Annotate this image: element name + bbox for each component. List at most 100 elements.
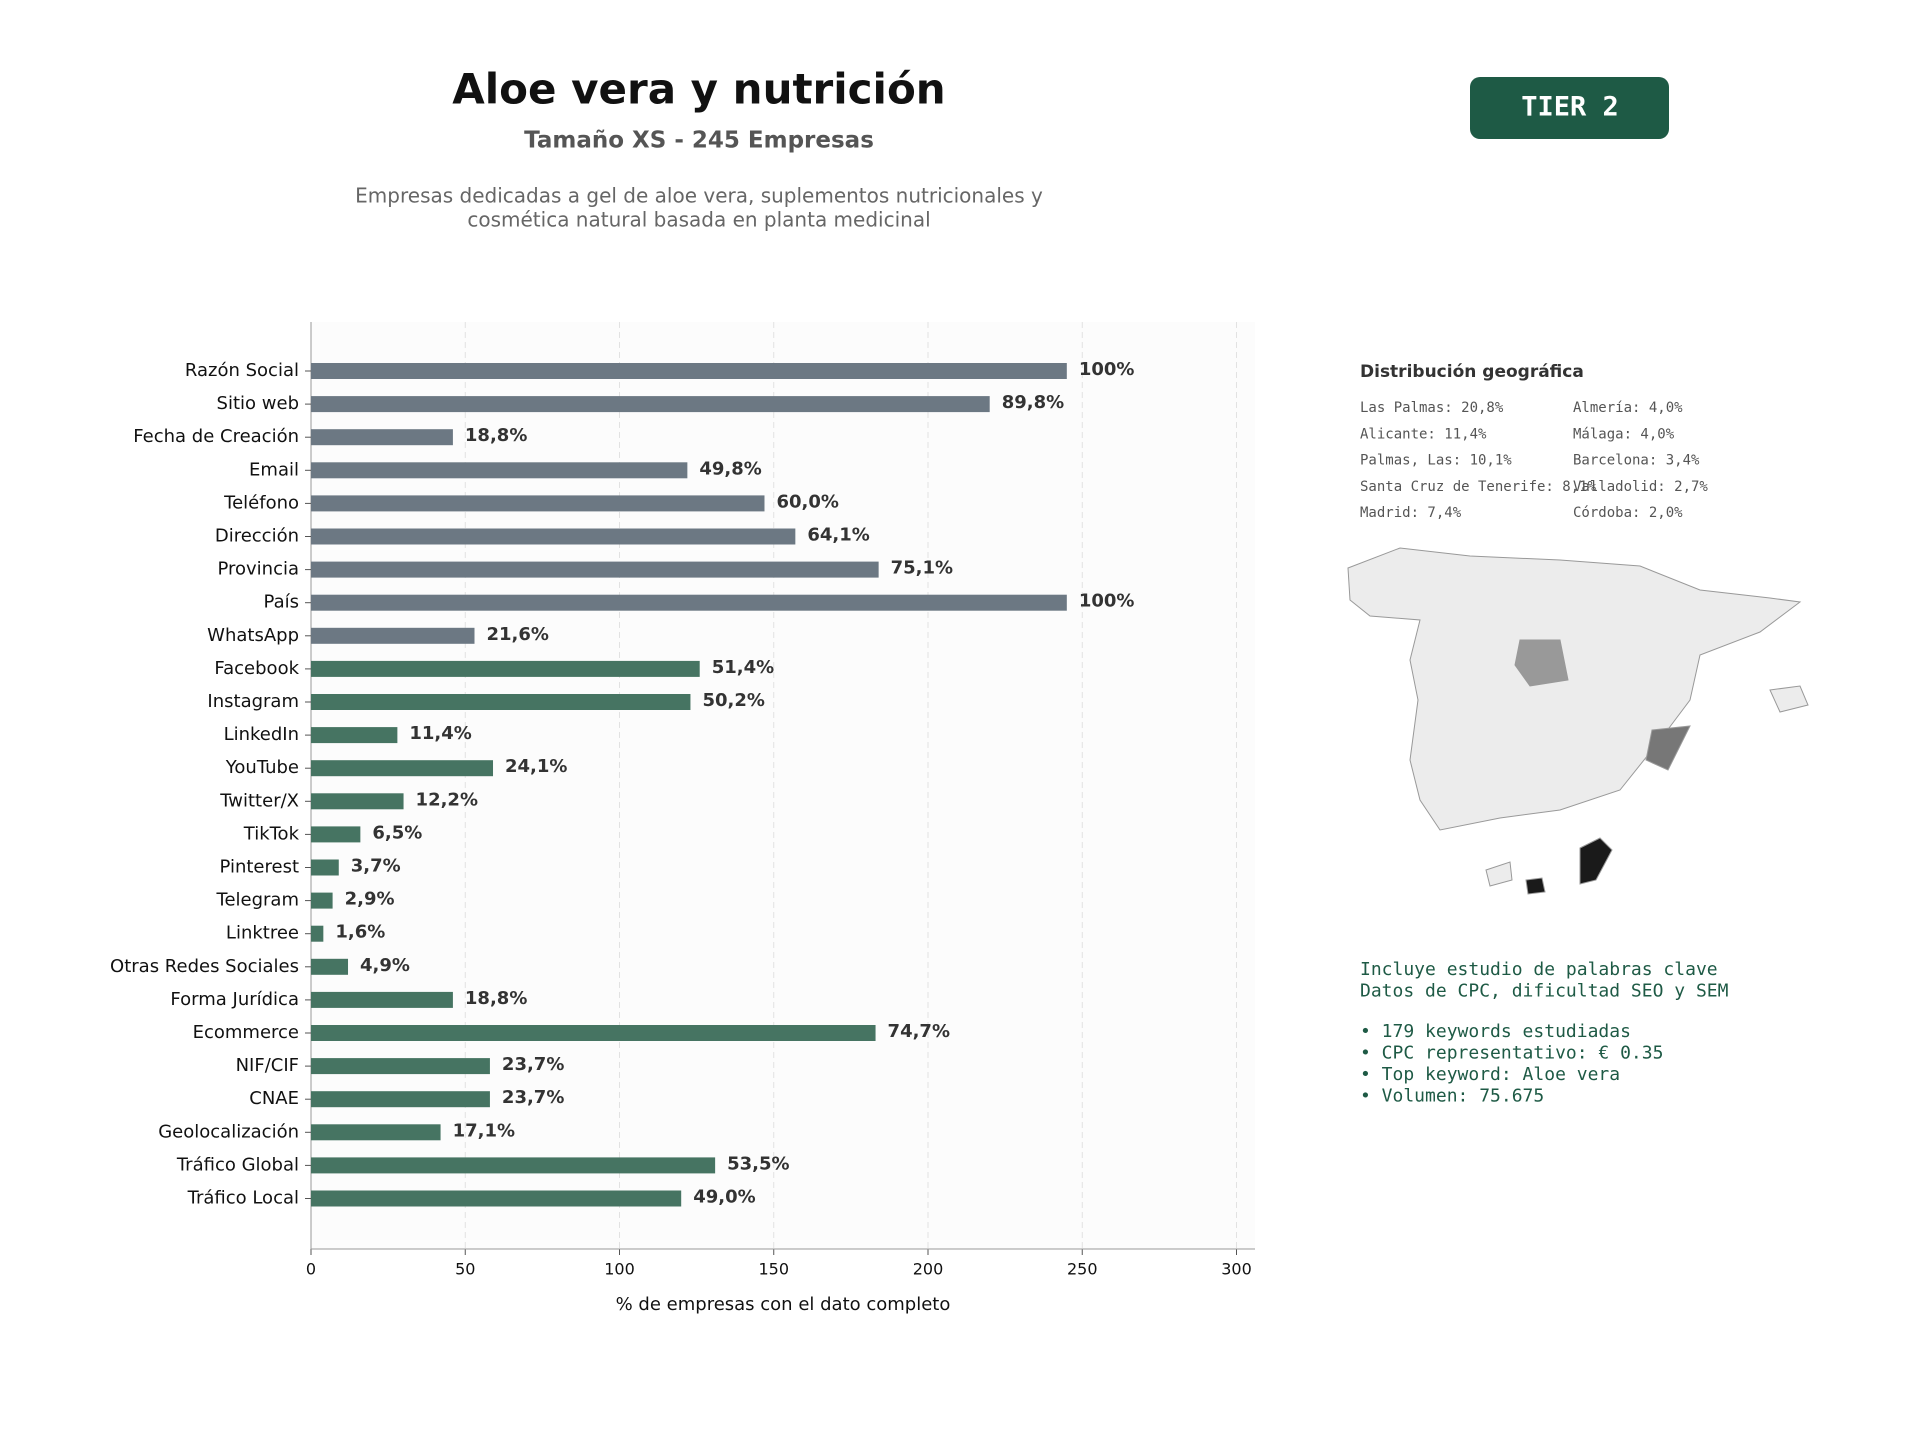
plot-area	[311, 322, 1255, 1249]
geo-entry: Barcelona: 3,4%	[1573, 453, 1700, 469]
value-label: 3,7%	[351, 856, 401, 877]
y-tick-label: País	[264, 592, 299, 613]
y-tick-label: TikTok	[243, 823, 300, 844]
y-tick-label: Facebook	[214, 658, 299, 679]
subtitle: Tamaño XS - 245 Empresas	[524, 128, 874, 154]
spain-map	[1347, 547, 1809, 895]
value-label: 6,5%	[372, 822, 422, 843]
y-tick-label: Linktree	[226, 923, 299, 944]
geo-entry: Valladolid: 2,7%	[1573, 479, 1708, 495]
y-tick-label: WhatsApp	[207, 625, 299, 646]
value-label: 12,2%	[416, 789, 478, 810]
value-label: 23,7%	[502, 1087, 564, 1108]
islands	[1769, 685, 1809, 713]
islands	[1485, 861, 1513, 887]
geo-entry: Palmas, Las: 10,1%	[1360, 453, 1512, 469]
islands	[1579, 837, 1613, 885]
value-label: 60,0%	[776, 491, 838, 512]
bar	[311, 727, 398, 744]
y-tick-label: Forma Jurídica	[170, 989, 299, 1010]
bar	[311, 826, 361, 843]
y-tick-label: Dirección	[215, 526, 299, 547]
value-label: 74,7%	[888, 1021, 950, 1042]
y-tick-label: Tráfico Local	[187, 1188, 299, 1209]
bar	[311, 528, 796, 545]
geo-title: Distribución geográfica	[1360, 362, 1584, 382]
y-tick-label: Pinterest	[219, 857, 299, 878]
x-tick-label: 50	[455, 1260, 475, 1279]
y-tick-label: CNAE	[249, 1088, 299, 1109]
y-tick-label: YouTube	[225, 757, 299, 778]
y-tick-label: Otras Redes Sociales	[110, 956, 299, 977]
keywords-bullet: • Top keyword: Aloe vera	[1360, 1064, 1620, 1085]
x-tick-label: 200	[913, 1260, 944, 1279]
value-label: 100%	[1079, 359, 1135, 380]
y-tick-label: Geolocalización	[158, 1121, 299, 1142]
bar	[311, 958, 349, 975]
x-tick-label: 100	[604, 1260, 635, 1279]
value-label: 18,8%	[465, 988, 527, 1009]
value-label: 18,8%	[465, 425, 527, 446]
bar	[311, 925, 324, 942]
value-label: 75,1%	[891, 558, 953, 579]
y-tick-label: Razón Social	[185, 360, 299, 381]
keywords-bullet: • CPC representativo: € 0.35	[1360, 1043, 1663, 1064]
bar	[311, 396, 990, 413]
bar	[311, 892, 333, 909]
bar	[311, 462, 688, 479]
bar	[311, 1058, 490, 1075]
bar	[311, 859, 339, 876]
region	[1645, 725, 1691, 771]
y-tick-label: Instagram	[207, 691, 299, 712]
value-label: 89,8%	[1002, 392, 1064, 413]
x-tick-label: 150	[758, 1260, 789, 1279]
bar	[311, 627, 475, 644]
value-label: 50,2%	[702, 690, 764, 711]
bar	[311, 1157, 716, 1174]
y-tick-label: LinkedIn	[224, 724, 299, 745]
bar	[311, 363, 1067, 379]
bar	[311, 1124, 441, 1141]
value-label: 64,1%	[807, 525, 869, 546]
peninsula	[1347, 547, 1802, 831]
value-label: 49,8%	[699, 458, 761, 479]
keywords-bullet: • Volumen: 75.675	[1360, 1086, 1544, 1107]
bar	[311, 660, 700, 677]
keywords-intro: Datos de CPC, dificultad SEO y SEM	[1360, 981, 1729, 1002]
bar	[311, 495, 765, 512]
chart-title: Aloe vera y nutrición	[452, 65, 945, 114]
bar	[311, 991, 453, 1008]
x-tick-label: 250	[1067, 1260, 1098, 1279]
region	[1514, 639, 1569, 687]
tier-badge-text: TIER 2	[1521, 92, 1619, 123]
description: Empresas dedicadas a gel de aloe vera, s…	[355, 184, 1043, 208]
geo-entry: Málaga: 4,0%	[1573, 426, 1675, 442]
y-tick-label: Email	[249, 459, 299, 480]
bar	[311, 760, 494, 777]
bar	[311, 694, 691, 710]
geo-entry: Alicante: 11,4%	[1360, 426, 1487, 442]
geo-entry: Almería: 4,0%	[1573, 400, 1683, 416]
description: cosmética natural basada en planta medic…	[467, 208, 930, 232]
geo-entry: Córdoba: 2,0%	[1573, 505, 1683, 521]
value-label: 49,0%	[693, 1187, 755, 1208]
value-label: 1,6%	[335, 922, 385, 943]
bar	[311, 429, 453, 446]
value-label: 17,1%	[453, 1120, 515, 1141]
value-label: 2,9%	[345, 889, 395, 910]
value-label: 53,5%	[727, 1153, 789, 1174]
bar	[311, 561, 879, 578]
y-tick-label: Provincia	[217, 559, 299, 580]
bar	[311, 1190, 682, 1207]
geo-entry: Las Palmas: 20,8%	[1360, 400, 1504, 416]
value-label: 51,4%	[712, 657, 774, 678]
value-label: 100%	[1079, 591, 1135, 612]
y-tick-label: Twitter/X	[219, 790, 299, 811]
bar	[311, 594, 1067, 611]
bar	[311, 1091, 490, 1108]
tier-badge	[1470, 77, 1669, 139]
y-tick-label: Fecha de Creación	[133, 426, 299, 447]
y-tick-label: Teléfono	[223, 492, 299, 513]
x-tick-label: 0	[306, 1260, 316, 1279]
